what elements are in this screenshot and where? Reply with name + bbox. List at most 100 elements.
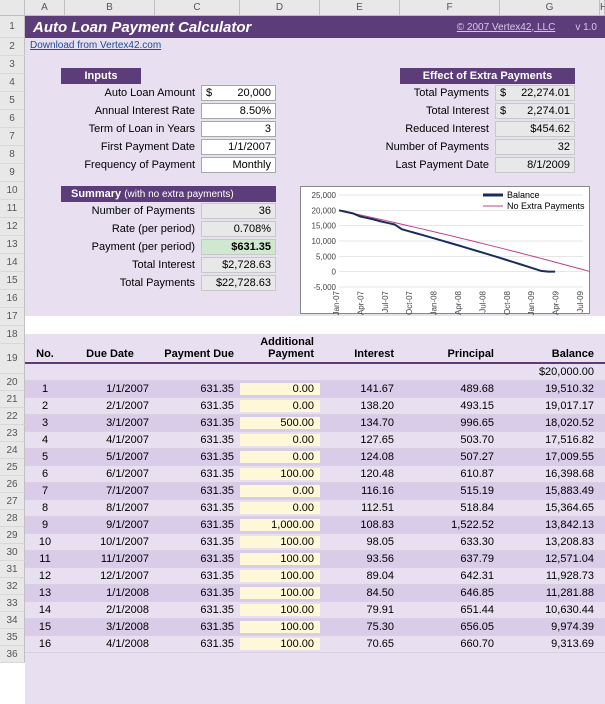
table-row[interactable]: 16 4/1/2008 631.35 100.00 70.65 660.70 9… <box>25 636 605 653</box>
table-row[interactable]: 4 4/1/2007 631.35 0.00 127.65 503.70 17,… <box>25 432 605 449</box>
cell-interest: 108.83 <box>320 519 400 531</box>
input-value[interactable]: 3 <box>201 121 276 137</box>
inputs-section: Inputs Auto Loan Amount$20,000 Annual In… <box>61 68 276 174</box>
table-row[interactable]: 11 11/1/2007 631.35 100.00 93.56 637.79 … <box>25 551 605 568</box>
cell-payment-due: 631.35 <box>155 638 240 650</box>
table-row[interactable]: 2 2/1/2007 631.35 0.00 138.20 493.15 19,… <box>25 398 605 415</box>
table-row[interactable]: 13 1/1/2008 631.35 100.00 84.50 646.85 1… <box>25 585 605 602</box>
table-row[interactable]: 6 6/1/2007 631.35 100.00 120.48 610.87 1… <box>25 466 605 483</box>
row-numbers: 1234567891011121314151617181920212223242… <box>0 16 25 663</box>
download-link[interactable]: Download from Vertex42.com <box>30 40 161 51</box>
cell-date: 1/1/2008 <box>65 587 155 599</box>
cell-principal: 646.85 <box>400 587 500 599</box>
cell-additional[interactable]: 0.00 <box>240 383 320 395</box>
table-row[interactable]: 8 8/1/2007 631.35 0.00 112.51 518.84 15,… <box>25 500 605 517</box>
input-value[interactable]: 1/1/2007 <box>201 139 276 155</box>
col-balance: Balance <box>500 346 600 362</box>
cell-date: 1/1/2007 <box>65 383 155 395</box>
cell-principal: 996.65 <box>400 417 500 429</box>
cell-balance: 13,208.83 <box>500 536 600 548</box>
cell-additional[interactable]: 100.00 <box>240 604 320 616</box>
table-row[interactable]: 12 12/1/2007 631.35 100.00 89.04 642.31 … <box>25 568 605 585</box>
input-value[interactable]: 8.50% <box>201 103 276 119</box>
cell-principal: 651.44 <box>400 604 500 616</box>
cell-balance: 15,364.65 <box>500 502 600 514</box>
summary-row: Number of Payments 36 <box>61 202 276 220</box>
cell-balance: 19,017.17 <box>500 400 600 412</box>
input-label: First Payment Date <box>61 141 201 153</box>
page-title: Auto Loan Payment Calculator <box>33 19 457 36</box>
svg-text:15,000: 15,000 <box>312 222 337 231</box>
summary-value: $2,728.63 <box>201 257 276 273</box>
input-value[interactable]: Monthly <box>201 157 276 173</box>
cell-additional[interactable]: 100.00 <box>240 570 320 582</box>
initial-balance-row: $20,000.00 <box>25 364 605 381</box>
cell-date: 2/1/2008 <box>65 604 155 616</box>
cell-payment-due: 631.35 <box>155 621 240 633</box>
cell-additional[interactable]: 100.00 <box>240 621 320 633</box>
cell-additional[interactable]: 100.00 <box>240 536 320 548</box>
version-label: v 1.0 <box>575 22 597 33</box>
cell-principal: 493.15 <box>400 400 500 412</box>
cell-additional[interactable]: 100.00 <box>240 638 320 650</box>
cell-interest: 141.67 <box>320 383 400 395</box>
table-row[interactable]: 15 3/1/2008 631.35 100.00 75.30 656.05 9… <box>25 619 605 636</box>
table-row[interactable]: 5 5/1/2007 631.35 0.00 124.08 507.27 17,… <box>25 449 605 466</box>
cell-payment-due: 631.35 <box>155 570 240 582</box>
svg-text:Oct-07: Oct-07 <box>405 290 414 315</box>
cell-principal: 610.87 <box>400 468 500 480</box>
cell-additional[interactable]: 500.00 <box>240 417 320 429</box>
col-principal: Principal <box>400 346 500 362</box>
table-row[interactable]: 14 2/1/2008 631.35 100.00 79.91 651.44 1… <box>25 602 605 619</box>
col-payment-due: Payment Due <box>155 346 240 362</box>
cell-interest: 93.56 <box>320 553 400 565</box>
cell-additional[interactable]: 100.00 <box>240 587 320 599</box>
cell-date: 9/1/2007 <box>65 519 155 531</box>
summary-section: Summary (with no extra payments) Number … <box>61 186 276 292</box>
cell-balance: 17,516.82 <box>500 434 600 446</box>
cell-additional[interactable]: 0.00 <box>240 434 320 446</box>
cell-additional[interactable]: 0.00 <box>240 502 320 514</box>
cell-no: 6 <box>25 468 65 480</box>
summary-row: Rate (per period) 0.708% <box>61 220 276 238</box>
table-row[interactable]: 9 9/1/2007 631.35 1,000.00 108.83 1,522.… <box>25 517 605 534</box>
input-label: Frequency of Payment <box>61 159 201 171</box>
cell-principal: 642.31 <box>400 570 500 582</box>
cell-additional[interactable]: 1,000.00 <box>240 519 320 531</box>
input-row: Frequency of PaymentMonthly <box>61 156 276 174</box>
cell-balance: 11,281.88 <box>500 587 600 599</box>
input-value[interactable]: $20,000 <box>201 85 276 101</box>
cell-additional[interactable]: 100.00 <box>240 553 320 565</box>
effect-section: Effect of Extra Payments Total Payments$… <box>335 68 575 174</box>
cell-payment-due: 631.35 <box>155 553 240 565</box>
effect-label: Number of Payments <box>335 141 495 153</box>
cell-additional[interactable]: 100.00 <box>240 468 320 480</box>
cell-interest: 120.48 <box>320 468 400 480</box>
copyright-link[interactable]: © 2007 Vertex42, LLC <box>457 22 556 33</box>
cell-payment-due: 631.35 <box>155 417 240 429</box>
cell-date: 3/1/2007 <box>65 417 155 429</box>
table-row[interactable]: 7 7/1/2007 631.35 0.00 116.16 515.19 15,… <box>25 483 605 500</box>
effect-value: $2,274.01 <box>495 103 575 119</box>
summary-label: Rate (per period) <box>61 223 201 235</box>
table-row[interactable]: 1 1/1/2007 631.35 0.00 141.67 489.68 19,… <box>25 381 605 398</box>
cell-principal: 637.79 <box>400 553 500 565</box>
cell-additional[interactable]: 0.00 <box>240 485 320 497</box>
effect-label: Reduced Interest <box>335 123 495 135</box>
col-no: No. <box>25 346 65 362</box>
cell-principal: 489.68 <box>400 383 500 395</box>
cell-payment-due: 631.35 <box>155 468 240 480</box>
effect-row: Total Payments$22,274.01 <box>335 84 575 102</box>
cell-principal: 1,522.52 <box>400 519 500 531</box>
summary-row: Payment (per period) $631.35 <box>61 238 276 256</box>
cell-principal: 633.30 <box>400 536 500 548</box>
summary-label: Total Interest <box>61 259 201 271</box>
table-row[interactable]: 10 10/1/2007 631.35 100.00 98.05 633.30 … <box>25 534 605 551</box>
cell-date: 12/1/2007 <box>65 570 155 582</box>
cell-additional[interactable]: 0.00 <box>240 400 320 412</box>
table-row[interactable]: 3 3/1/2007 631.35 500.00 134.70 996.65 1… <box>25 415 605 432</box>
cell-no: 7 <box>25 485 65 497</box>
cell-additional[interactable]: 0.00 <box>240 451 320 463</box>
summary-row: Total Payments $22,728.63 <box>61 274 276 292</box>
cell-interest: 116.16 <box>320 485 400 497</box>
